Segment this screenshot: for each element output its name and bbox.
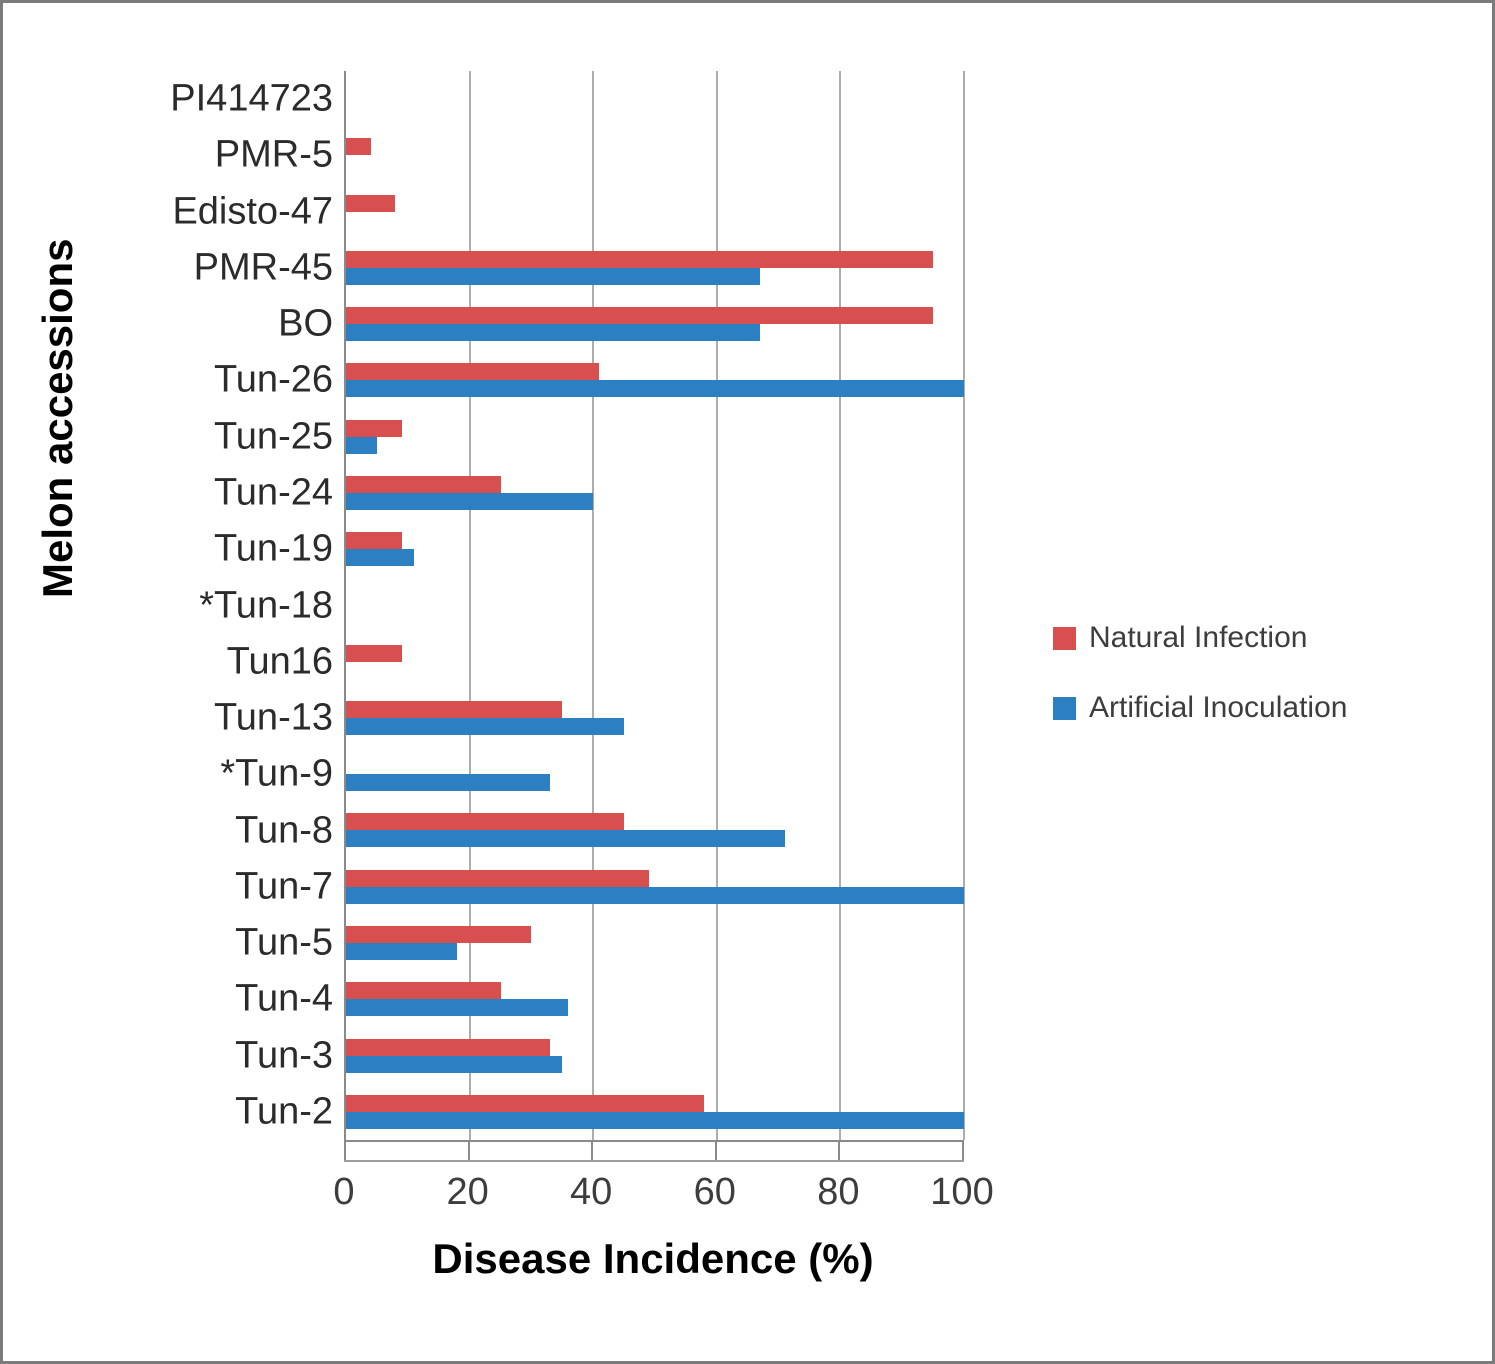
bar-row: Edisto-47: [3, 184, 962, 240]
bar-natural-infection: [346, 363, 600, 381]
gridlines-layer: [344, 71, 965, 1140]
tick-label-20: 20: [446, 1171, 489, 1213]
tick-mark-40: [591, 1142, 594, 1160]
bar-artificial-inoculation: [346, 324, 761, 342]
bar-row: Tun-26: [3, 352, 964, 408]
bar-row: Tun-5: [3, 915, 962, 971]
gridline-20: [468, 71, 471, 1140]
bar-natural-infection: [346, 138, 371, 156]
bar-row: BO: [3, 296, 962, 352]
bar-artificial-inoculation: [346, 1111, 964, 1129]
tick-label-40: 40: [570, 1171, 613, 1213]
bar-row: Tun-3: [3, 1028, 962, 1084]
bar-row: *Tun-9: [3, 746, 962, 802]
category-label: Tun-2: [235, 1090, 333, 1133]
bar-row: Tun-25: [3, 409, 962, 465]
bar-artificial-inoculation: [346, 830, 785, 848]
bar-artificial-inoculation: [346, 774, 550, 792]
bar-artificial-inoculation: [346, 492, 594, 510]
bar-row: PI414723: [3, 71, 962, 127]
gridline-100: [963, 71, 965, 1140]
bar-row: Tun-13: [3, 690, 962, 746]
category-label: Tun16: [226, 640, 333, 683]
legend: Natural Infection Artificial Inoculation: [1053, 621, 1347, 761]
bar-natural-infection: [346, 925, 532, 943]
category-label: Tun-7: [235, 865, 333, 908]
plot-area: PI414723 PMR-5 Edisto-47 PMR-45 BO Tun-26 Tun-…: [3, 71, 965, 1140]
bar-natural-infection: [346, 475, 501, 493]
category-label: Edisto-47: [172, 190, 333, 233]
tick-mark-0: [344, 1142, 346, 1160]
gridline-80: [839, 71, 842, 1140]
bar-artificial-inoculation: [346, 436, 377, 454]
bar-artificial-inoculation: [346, 549, 414, 567]
legend-item-artificial-inoculation: Artificial Inoculation: [1053, 691, 1347, 725]
category-label: Tun-19: [214, 527, 333, 570]
bar-artificial-inoculation: [346, 717, 625, 735]
category-label: Tun-3: [235, 1034, 333, 1077]
category-label: Tun-24: [214, 471, 333, 514]
category-label: Tun-26: [214, 358, 333, 401]
bar-artificial-inoculation: [346, 886, 964, 904]
bar-row: Tun-7: [3, 859, 964, 915]
legend-swatch-icon: [1053, 696, 1076, 720]
bar-natural-infection: [346, 194, 396, 212]
bar-artificial-inoculation: [346, 1055, 563, 1073]
bar-row: Tun-4: [3, 971, 962, 1027]
category-label: Tun-5: [235, 921, 333, 964]
bar-artificial-inoculation: [346, 999, 569, 1017]
bar-natural-infection: [346, 419, 402, 437]
bar-artificial-inoculation: [346, 267, 761, 285]
bar-artificial-inoculation: [346, 380, 964, 398]
bar-row: *Tun-18: [3, 577, 962, 633]
bar-row: Tun16: [3, 634, 962, 690]
gridline-40: [592, 71, 595, 1140]
bar-artificial-inoculation: [346, 942, 458, 960]
category-label: BO: [278, 302, 333, 345]
category-label: *Tun-9: [220, 752, 333, 795]
bar-row: Tun-19: [3, 521, 962, 577]
bar-rows: PI414723 PMR-5 Edisto-47 PMR-45 BO Tun-26 Tun-…: [3, 71, 964, 1140]
bar-row: Tun-2: [3, 1084, 964, 1140]
bar-natural-infection: [346, 532, 402, 550]
tick-label-80: 80: [817, 1171, 860, 1213]
bar-row: PMR-45: [3, 240, 962, 296]
tick-label-60: 60: [693, 1171, 736, 1213]
bar-natural-infection: [346, 982, 501, 1000]
bar-natural-infection: [346, 644, 402, 662]
tick-mark-80: [838, 1142, 841, 1160]
bar-natural-infection: [346, 813, 625, 831]
bar-natural-infection: [346, 1094, 705, 1112]
category-label: PMR-5: [214, 133, 333, 176]
category-label: PI414723: [170, 77, 333, 120]
x-axis-title: Disease Incidence (%): [432, 1235, 874, 1282]
legend-label: Artificial Inoculation: [1089, 691, 1348, 724]
tick-label-100: 100: [930, 1171, 994, 1213]
bar-natural-infection: [346, 700, 563, 718]
bar-natural-infection: [346, 250, 934, 268]
category-label: Tun-13: [214, 696, 333, 739]
category-label: *Tun-18: [199, 584, 333, 627]
bar-row: Tun-24: [3, 465, 962, 521]
bar-natural-infection: [346, 869, 649, 887]
category-label: Tun-25: [214, 415, 333, 458]
bar-row: Tun-8: [3, 802, 962, 858]
category-label: PMR-45: [193, 246, 333, 289]
category-label: Tun-8: [235, 809, 333, 852]
x-axis-tick-strip: [344, 1140, 964, 1162]
tick-mark-100: [962, 1142, 964, 1160]
tick-label-0: 0: [333, 1171, 355, 1213]
gridline-60: [715, 71, 718, 1140]
tick-mark-20: [467, 1142, 470, 1160]
category-label: Tun-4: [235, 977, 333, 1020]
legend-item-natural-infection: Natural Infection: [1053, 621, 1347, 655]
legend-label: Natural Infection: [1089, 621, 1308, 654]
bar-row: PMR-5: [3, 127, 962, 183]
tick-mark-60: [714, 1142, 717, 1160]
legend-swatch-icon: [1053, 626, 1076, 650]
bar-natural-infection: [346, 307, 934, 325]
bar-natural-infection: [346, 1038, 550, 1056]
